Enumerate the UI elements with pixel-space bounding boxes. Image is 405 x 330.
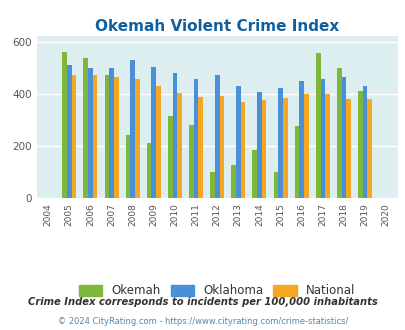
Bar — [177, 93, 181, 198]
Bar — [130, 60, 135, 198]
Bar — [282, 98, 287, 198]
Bar — [135, 79, 139, 198]
Bar — [357, 91, 362, 198]
Bar — [367, 99, 371, 198]
Bar — [294, 126, 298, 198]
Bar — [315, 53, 320, 198]
Bar — [324, 94, 329, 198]
Bar — [303, 94, 308, 198]
Bar — [92, 76, 97, 198]
Bar — [104, 76, 109, 198]
Bar — [88, 68, 92, 198]
Bar — [126, 135, 130, 198]
Bar — [362, 86, 367, 198]
Bar — [214, 76, 219, 198]
Bar — [193, 79, 198, 198]
Text: Crime Index corresponds to incidents per 100,000 inhabitants: Crime Index corresponds to incidents per… — [28, 297, 377, 307]
Bar — [151, 67, 156, 198]
Bar — [219, 96, 224, 198]
Bar — [147, 143, 151, 198]
Bar — [83, 58, 88, 198]
Bar — [345, 99, 350, 198]
Bar — [113, 77, 118, 198]
Bar — [172, 73, 177, 198]
Bar — [62, 52, 67, 198]
Bar — [168, 116, 172, 198]
Text: © 2024 CityRating.com - https://www.cityrating.com/crime-statistics/: © 2024 CityRating.com - https://www.city… — [58, 317, 347, 326]
Bar — [189, 125, 193, 198]
Bar — [71, 76, 76, 198]
Bar — [109, 68, 113, 198]
Bar — [231, 165, 235, 198]
Legend: Okemah, Oklahoma, National: Okemah, Oklahoma, National — [74, 280, 360, 302]
Bar — [273, 172, 277, 198]
Bar — [261, 100, 266, 198]
Bar — [277, 88, 282, 198]
Bar — [252, 150, 256, 198]
Bar — [235, 86, 240, 198]
Title: Okemah Violent Crime Index: Okemah Violent Crime Index — [95, 19, 339, 34]
Bar — [198, 97, 202, 198]
Bar — [156, 86, 160, 198]
Bar — [341, 77, 345, 198]
Bar — [320, 79, 324, 198]
Bar — [210, 172, 214, 198]
Bar — [336, 68, 341, 198]
Bar — [240, 102, 245, 198]
Bar — [298, 81, 303, 198]
Bar — [256, 92, 261, 198]
Bar — [67, 65, 71, 198]
